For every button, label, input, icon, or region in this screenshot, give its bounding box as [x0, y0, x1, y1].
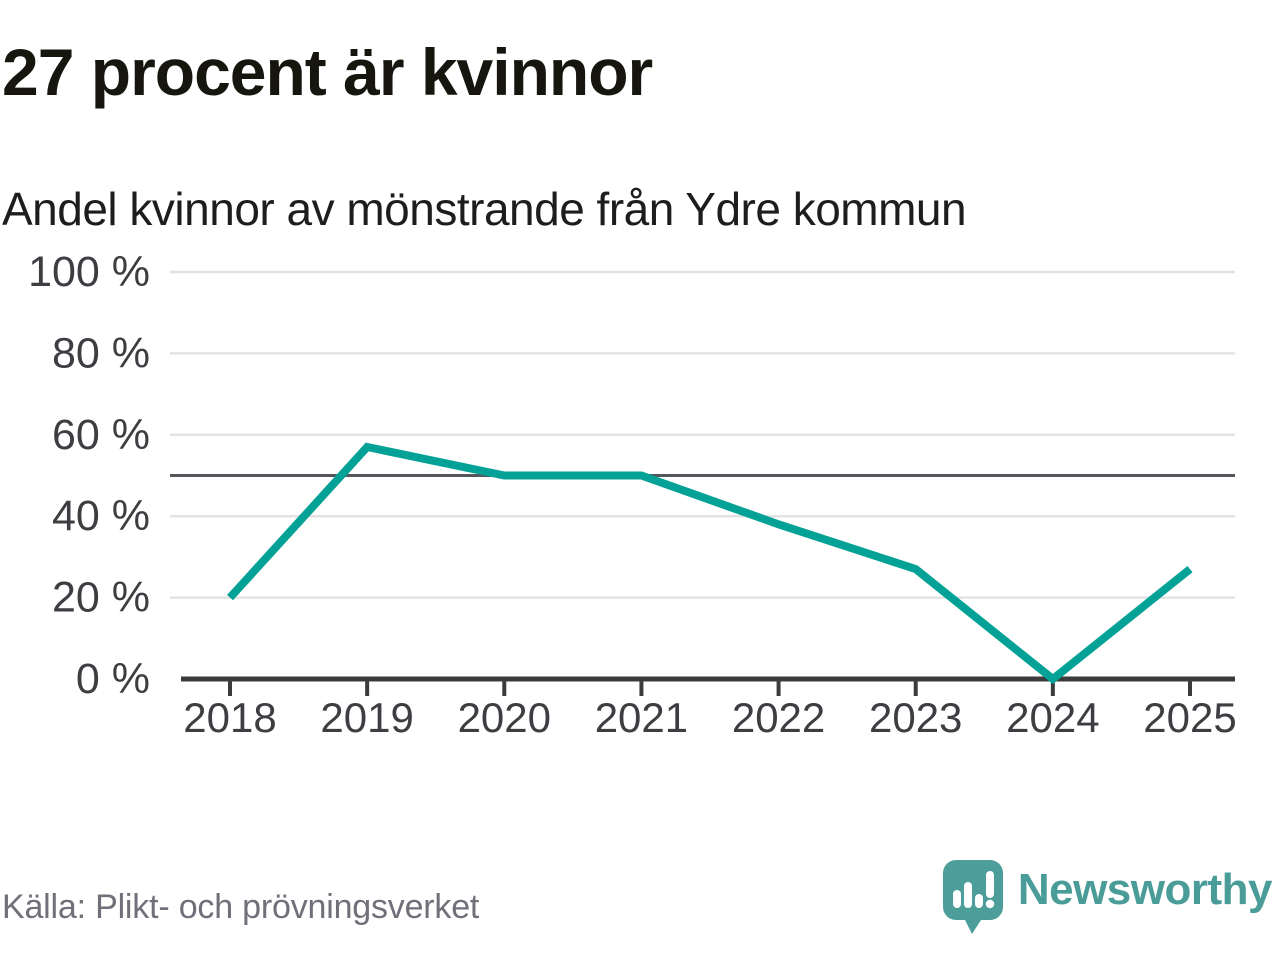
- x-axis-label: 2018: [183, 694, 276, 741]
- y-axis-label: 60 %: [52, 411, 150, 459]
- x-axis-label: 2020: [458, 694, 551, 741]
- y-axis-label: 100 %: [28, 248, 150, 296]
- logo-bar-icon: [952, 890, 961, 908]
- brand-logo: Newsworthy: [942, 855, 1273, 937]
- x-axis-label: 2024: [1006, 694, 1099, 741]
- chart-title: 27 procent är kvinnor: [2, 35, 653, 109]
- x-axis-label: 2025: [1143, 694, 1236, 741]
- newsworthy-logo-icon: [942, 860, 1003, 934]
- y-axis-label: 40 %: [52, 492, 150, 540]
- chart-subtitle: Andel kvinnor av mönstrande från Ydre ko…: [2, 183, 967, 235]
- logo-bar-icon: [963, 882, 972, 908]
- y-axis-label: 20 %: [52, 574, 150, 622]
- brand-wordmark: Newsworthy: [1017, 865, 1273, 914]
- x-axis-label: 2021: [595, 694, 688, 741]
- logo-bar-icon: [974, 894, 983, 908]
- logo-exclamation-bar-icon: [985, 871, 994, 898]
- logo-exclamation-dot-icon: [985, 899, 995, 909]
- x-axis-label: 2022: [732, 694, 825, 741]
- data-line: [227, 442, 1193, 685]
- x-axis-label: 2019: [320, 694, 413, 741]
- source-note: Källa: Plikt- och prövningsverket: [2, 888, 480, 926]
- speech-bubble-shape: [942, 860, 1003, 934]
- y-axis-label: 80 %: [52, 329, 150, 377]
- y-axis-label: 0 %: [76, 655, 150, 703]
- x-axis-label: 2023: [869, 694, 962, 741]
